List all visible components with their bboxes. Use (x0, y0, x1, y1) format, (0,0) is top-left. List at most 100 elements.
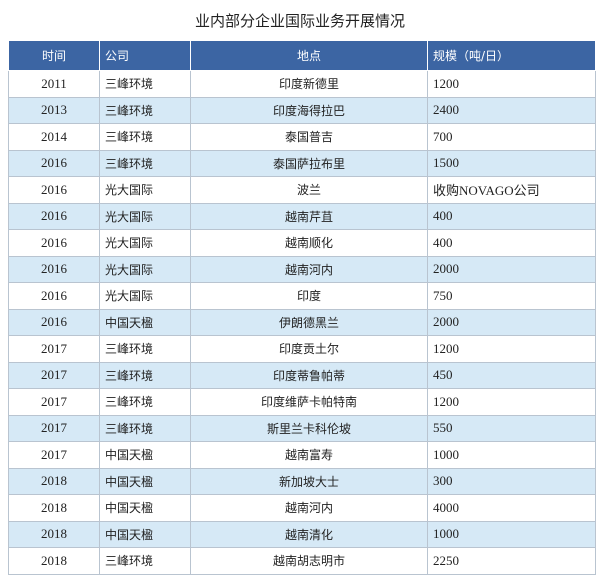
table-body: 2011 三峰环境 印度新德里 1200 2013 三峰环境 印度海得拉巴 2400 2014 三… (8, 70, 596, 575)
table-cell: 越南清化 (190, 520, 428, 548)
table-cell: 2017 (8, 361, 100, 389)
table-row: 2016 三峰环境 泰国萨拉布里 1500 (8, 149, 596, 177)
table-cell: 2018 (8, 494, 100, 522)
table-cell: 越南富寿 (190, 441, 428, 469)
table-cell: 光大国际 (99, 282, 191, 310)
table-cell: 印度新德里 (190, 70, 428, 98)
table-cell: 光大国际 (99, 202, 191, 230)
table-cell: 550 (427, 414, 596, 442)
table-cell: 2016 (8, 255, 100, 283)
table-cell: 三峰环境 (99, 123, 191, 151)
table-row: 2018 中国天楹 越南清化 1000 (8, 520, 596, 548)
table-cell: 印度贡土尔 (190, 335, 428, 363)
table-row: 2017 三峰环境 斯里兰卡科伦坡 550 (8, 414, 596, 442)
table-cell: 三峰环境 (99, 149, 191, 177)
table-cell: 300 (427, 467, 596, 495)
table-cell: 三峰环境 (99, 70, 191, 98)
table-row: 2017 三峰环境 印度蒂鲁帕蒂 450 (8, 361, 596, 389)
table-cell: 三峰环境 (99, 388, 191, 416)
table-cell: 中国天楹 (99, 467, 191, 495)
table-cell: 中国天楹 (99, 441, 191, 469)
table-cell: 三峰环境 (99, 96, 191, 124)
table-cell: 2017 (8, 414, 100, 442)
table-cell: 斯里兰卡科伦坡 (190, 414, 428, 442)
table-cell: 2018 (8, 520, 100, 548)
table-cell: 中国天楹 (99, 308, 191, 336)
table-cell: 2014 (8, 123, 100, 151)
header-cell: 时间 (8, 40, 100, 71)
table-row: 2014 三峰环境 泰国普吉 700 (8, 123, 596, 151)
table-cell: 2011 (8, 70, 100, 98)
table-cell: 700 (427, 123, 596, 151)
table-cell: 越南顺化 (190, 229, 428, 257)
table-cell: 400 (427, 229, 596, 257)
table-cell: 1000 (427, 441, 596, 469)
table-row: 2016 光大国际 越南顺化 400 (8, 229, 596, 257)
table-cell: 2000 (427, 308, 596, 336)
table-cell: 收购NOVAGO公司 (427, 176, 596, 204)
table-row: 2017 三峰环境 印度维萨卡帕特南 1200 (8, 388, 596, 416)
table-cell: 2016 (8, 282, 100, 310)
table-cell: 泰国普吉 (190, 123, 428, 151)
table-cell: 三峰环境 (99, 414, 191, 442)
table-cell: 光大国际 (99, 176, 191, 204)
table-cell: 2250 (427, 547, 596, 575)
table-cell: 伊朗德黑兰 (190, 308, 428, 336)
table-cell: 越南河内 (190, 494, 428, 522)
table-cell: 1200 (427, 388, 596, 416)
header-cell: 公司 (99, 40, 191, 71)
table-cell: 1200 (427, 70, 596, 98)
table-cell: 印度蒂鲁帕蒂 (190, 361, 428, 389)
table-title: 业内部分企业国际业务开展情况 (194, 12, 405, 30)
table-row: 2016 光大国际 波兰 收购NOVAGO公司 (8, 176, 596, 204)
table-cell: 印度 (190, 282, 428, 310)
table-row: 2013 三峰环境 印度海得拉巴 2400 (8, 96, 596, 124)
table-cell: 2017 (8, 335, 100, 363)
table-row: 2017 三峰环境 印度贡土尔 1200 (8, 335, 596, 363)
table-head: 时间 公司 地点 规模（吨/日） (8, 40, 596, 71)
table-cell: 1500 (427, 149, 596, 177)
table-cell: 三峰环境 (99, 335, 191, 363)
table-cell: 2016 (8, 202, 100, 230)
table-cell: 中国天楹 (99, 520, 191, 548)
table-row: 2018 中国天楹 新加坡大士 300 (8, 467, 596, 495)
header-cell: 规模（吨/日） (427, 40, 596, 71)
table-cell: 印度海得拉巴 (190, 96, 428, 124)
table-cell: 越南芹苴 (190, 202, 428, 230)
table-row: 2017 中国天楹 越南富寿 1000 (8, 441, 596, 469)
table-row: 2018 中国天楹 越南河内 4000 (8, 494, 596, 522)
table-cell: 2016 (8, 176, 100, 204)
table-cell: 1200 (427, 335, 596, 363)
table-cell: 2016 (8, 308, 100, 336)
table-cell: 中国天楹 (99, 494, 191, 522)
table-cell: 2400 (427, 96, 596, 124)
table-row: 2016 光大国际 越南河内 2000 (8, 255, 596, 283)
data-table: 时间 公司 地点 规模（吨/日） 2011 三峰环境 印度新德里 1200 2013 三峰环境印… (8, 40, 596, 575)
table-cell: 2013 (8, 96, 100, 124)
table-cell: 2018 (8, 467, 100, 495)
table-row: 2016 光大国际 越南芹苴 400 (8, 202, 596, 230)
table-cell: 2000 (427, 255, 596, 283)
table-cell: 光大国际 (99, 229, 191, 257)
table-row: 2011 三峰环境 印度新德里 1200 (8, 70, 596, 98)
table-cell: 1000 (427, 520, 596, 548)
table-cell: 越南河内 (190, 255, 428, 283)
table-cell: 2018 (8, 547, 100, 575)
header-row: 时间 公司 地点 规模（吨/日） (8, 40, 596, 71)
table-cell: 2016 (8, 149, 100, 177)
table-cell: 波兰 (190, 176, 428, 204)
table-cell: 2016 (8, 229, 100, 257)
table-row: 2018 三峰环境 越南胡志明市 2250 (8, 547, 596, 575)
table-row: 2016 光大国际 印度 750 (8, 282, 596, 310)
table-cell: 泰国萨拉布里 (190, 149, 428, 177)
table-cell: 印度维萨卡帕特南 (190, 388, 428, 416)
table-cell: 400 (427, 202, 596, 230)
table-cell: 三峰环境 (99, 547, 191, 575)
table-cell: 4000 (427, 494, 596, 522)
table-cell: 新加坡大士 (190, 467, 428, 495)
table-cell: 2017 (8, 441, 100, 469)
table-cell: 450 (427, 361, 596, 389)
table-cell: 光大国际 (99, 255, 191, 283)
table-cell: 750 (427, 282, 596, 310)
